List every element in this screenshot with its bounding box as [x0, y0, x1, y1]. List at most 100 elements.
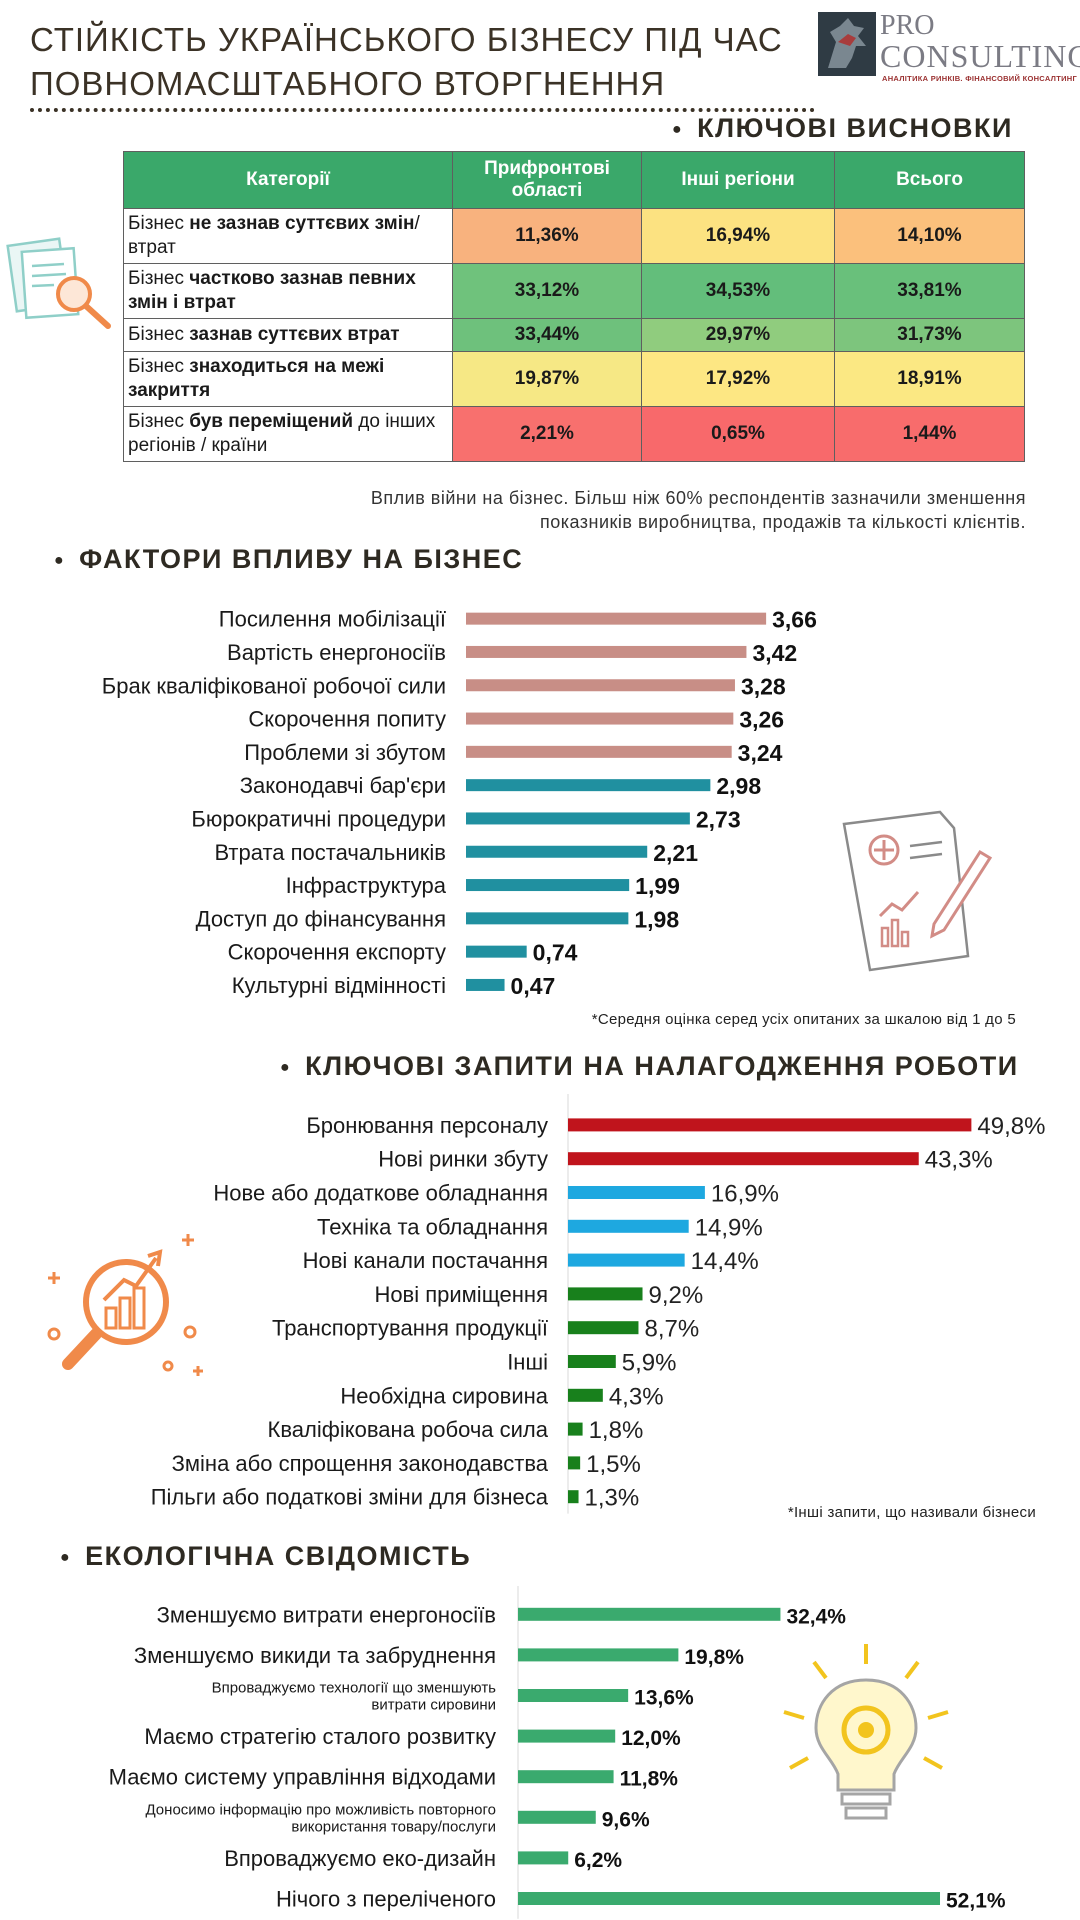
table-cell-value: 31,73% [834, 318, 1025, 352]
category-label: Нове або додаткове обладнання [213, 1181, 548, 1206]
table-cell-value: 17,92% [641, 351, 835, 407]
bullet-icon: ● [54, 551, 66, 569]
category-label: Інфраструктура [286, 873, 447, 898]
bullet-icon: ● [60, 1548, 72, 1566]
ecology-heading: ● ЕКОЛОГІЧНА СВІДОМІСТЬ [60, 1541, 472, 1571]
category-label: Скорочення попиту [248, 707, 446, 732]
key-findings-heading: ● КЛЮЧОВІ ВИСНОВКИ [672, 113, 1013, 143]
table-cell-value: 19,87% [452, 351, 642, 407]
bar [466, 845, 648, 858]
category-label: Нічого з переліченого [276, 1887, 496, 1912]
bar [518, 1689, 629, 1702]
value-label: 49,8% [977, 1113, 1045, 1140]
table-cell-value: 29,97% [641, 318, 835, 352]
ecology-bar-chart: Зменшуємо витрати енергоносіїв 32,4% Зменш… [109, 1586, 1006, 1919]
bar [466, 712, 734, 725]
table-cell-value: 18,91% [834, 351, 1025, 407]
bar [518, 1607, 781, 1621]
bar [518, 1729, 616, 1743]
bar [568, 1219, 689, 1233]
bar [466, 679, 735, 692]
bar [568, 1186, 705, 1199]
bullet-icon: ● [280, 1058, 292, 1076]
column-header: Інші регіони [641, 151, 835, 209]
category-label: Доступ до фінансування [196, 906, 446, 931]
bullet-icon: ● [672, 120, 684, 138]
category-label: Нові ринки збуту [378, 1147, 548, 1172]
value-label: 9,6% [602, 1808, 650, 1831]
category-label: Пільги або податкові зміни для бізнеса [151, 1485, 549, 1510]
lightbulb-icon [783, 1644, 949, 1820]
category-label: Брак кваліфікованої робочої сили [102, 673, 446, 698]
title-line-2: ПОВНОМАСШТАБНОГО ВТОРГНЕННЯ [30, 65, 666, 102]
document-search-icon [6, 237, 111, 329]
table-cell-value: 33,44% [452, 318, 642, 352]
bar [466, 945, 527, 958]
value-label: 14,4% [691, 1248, 759, 1275]
bar [568, 1456, 581, 1470]
category-label: Втрата постачальників [214, 840, 446, 865]
category-label: Транспортування продукції [272, 1316, 548, 1341]
factors-heading: ● ФАКТОРИ ВПЛИВУ НА БІЗНЕС [54, 544, 524, 574]
category-label: Нові приміщення [374, 1282, 548, 1307]
value-label: 32,4% [786, 1605, 846, 1628]
table-cell-value: 14,10% [834, 208, 1025, 264]
category-label: Необхідна сировина [340, 1383, 548, 1408]
factors-footnote: *Середня оцінка серед усіх опитаних за ш… [591, 1011, 1016, 1028]
bar [466, 779, 711, 792]
bar [568, 1355, 616, 1368]
value-label: 6,2% [574, 1849, 622, 1872]
value-label: 2,73 [696, 806, 741, 832]
category-label: Впроваджуємо еко-дизайн [224, 1846, 496, 1871]
logo-consulting-text: CONSULTING [880, 38, 1080, 74]
value-label: 2,21 [653, 840, 698, 866]
value-label: 1,8% [589, 1417, 644, 1444]
bar [518, 1770, 614, 1784]
table-cell-value: 1,44% [834, 406, 1025, 462]
bar [568, 1253, 685, 1267]
row-category: Бізнес частково зазнав певних змін і втр… [123, 263, 453, 319]
category-label: Посилення мобілізації [219, 607, 446, 632]
key-findings-note: Вплив війни на бізнес. Більш ніж 60% рес… [370, 488, 1026, 532]
category-label: Нові канали постачання [303, 1248, 548, 1273]
table-row: Бізнес не зазнав суттєвих змін/втрат 11,… [123, 208, 1025, 264]
value-label: 1,3% [585, 1485, 640, 1512]
value-label: 11,8% [620, 1768, 679, 1791]
category-label: Проблеми зі збутом [244, 740, 446, 765]
row-category: Бізнес знаходиться на межі закриття [123, 351, 453, 407]
bar [466, 912, 629, 925]
table-cell-value: 16,94% [641, 208, 835, 264]
bar [568, 1321, 639, 1335]
table-cell-value: 2,21% [452, 406, 642, 462]
row-category: Бізнес зазнав суттєвих втрат [123, 318, 453, 352]
category-label: Скорочення експорту [228, 940, 446, 965]
category-label: Культурні відмінності [232, 973, 446, 998]
value-label: 1,5% [586, 1451, 641, 1478]
table-cell-value: 33,81% [834, 263, 1025, 319]
table-cell-value: 0,65% [641, 406, 835, 462]
category-label: Зміна або спрощення законодавства [172, 1451, 549, 1476]
bar [466, 812, 690, 825]
bar [518, 1648, 679, 1662]
category-label: Бронювання персоналу [306, 1113, 548, 1138]
logo-tagline: АНАЛІТИКА РИНКІВ. ФІНАНСОВИЙ КОНСАЛТИНГ [882, 74, 1078, 83]
page-title: СТІЙКІСТЬ УКРАЇНСЬКОГО БІЗНЕСУ ПІД ЧАС П… [30, 18, 810, 106]
category-label: Маємо стратегію сталого розвитку [144, 1724, 496, 1749]
table-cell-value: 34,53% [641, 263, 835, 319]
value-label: 43,3% [925, 1147, 993, 1174]
category-label: Маємо систему управління відходами [109, 1765, 496, 1790]
key-findings-table: Категорії Прифронтові області Інші регіо… [123, 151, 1025, 462]
bar [568, 1490, 579, 1504]
value-label: 3,24 [738, 740, 783, 766]
value-label: 8,7% [644, 1316, 699, 1343]
factors-bar-chart: Посилення мобілізації 3,66 Вартість енерго… [102, 607, 817, 999]
value-label: 5,9% [622, 1350, 677, 1377]
title-line-1: СТІЙКІСТЬ УКРАЇНСЬКОГО БІЗНЕСУ ПІД ЧАС [30, 21, 783, 58]
value-label: 16,9% [711, 1181, 779, 1208]
value-label: 14,9% [695, 1214, 763, 1241]
category-label: Техніка та обладнання [317, 1214, 548, 1239]
value-label: 52,1% [946, 1890, 1006, 1913]
growth-magnifier-icon [47, 1234, 203, 1376]
logo-pro-text: PRO [880, 10, 935, 41]
bar [568, 1118, 972, 1132]
